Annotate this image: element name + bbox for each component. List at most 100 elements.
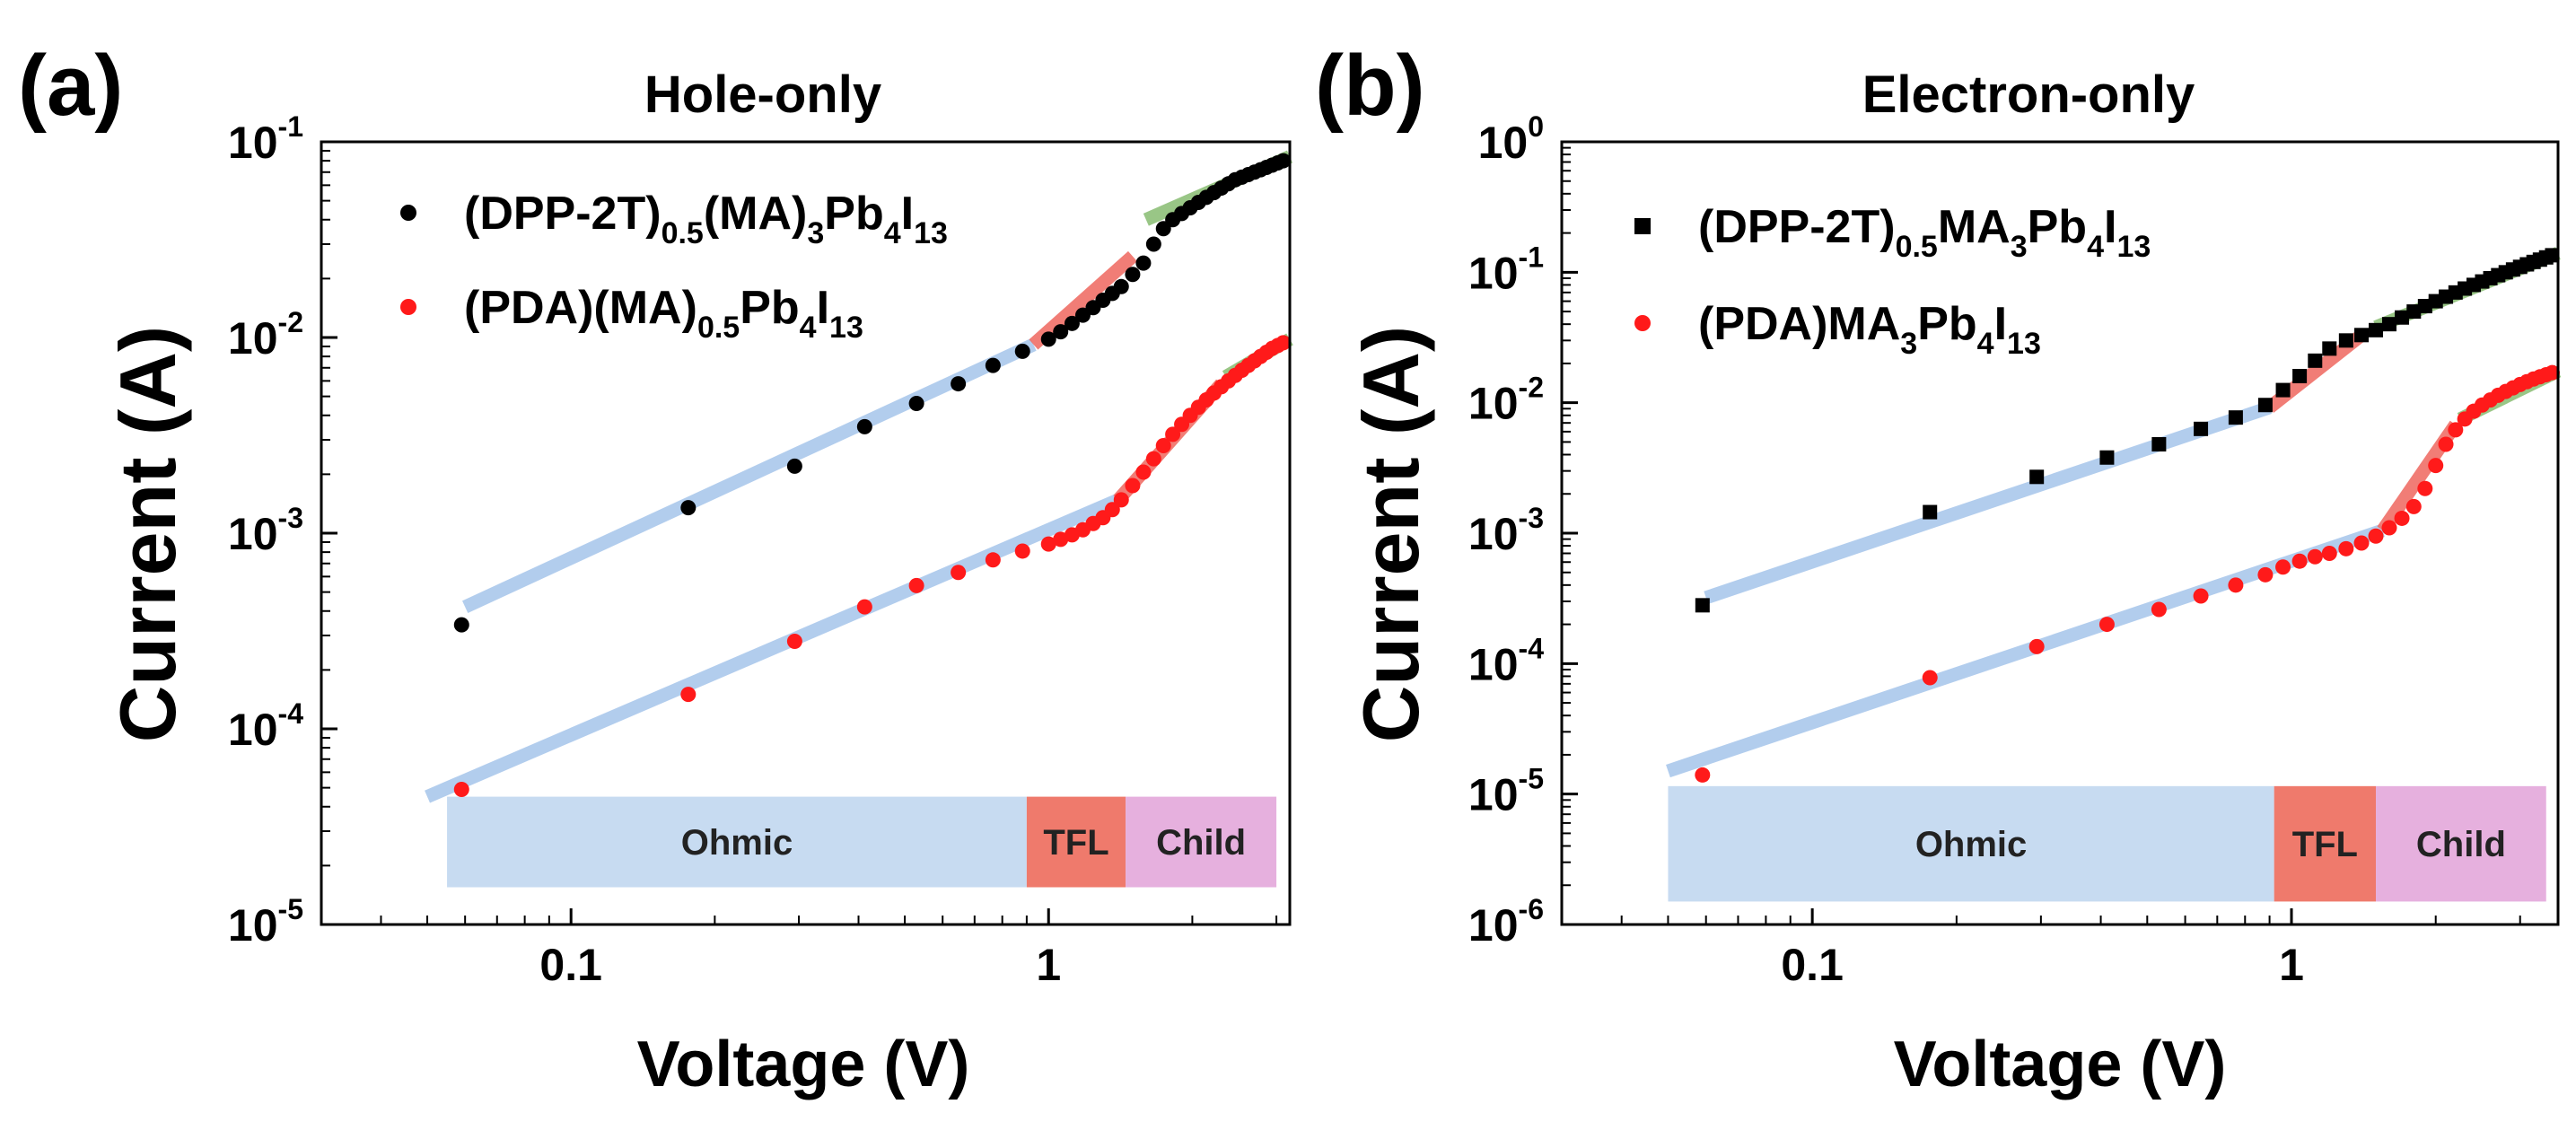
y-tick-label: 10-4 (228, 697, 303, 755)
chart-title: Electron-only (1862, 66, 2195, 124)
y-tick-label: 10-6 (1468, 893, 1544, 951)
x-tick-label: 1 (1036, 940, 1061, 990)
data-point (2257, 566, 2274, 583)
y-tick-label: 10-2 (1468, 372, 1544, 429)
legend-entry: (PDA)MA3Pb4I13 (1634, 298, 2041, 361)
data-point (680, 687, 697, 703)
data-point (1053, 324, 1069, 340)
data-point (2151, 601, 2167, 618)
data-point (1275, 153, 1292, 169)
data-point (1125, 478, 1141, 494)
data-point (453, 617, 469, 633)
data-point (2228, 410, 2243, 425)
data-point (1165, 426, 1181, 443)
fit-line-ohmic (462, 338, 1037, 613)
data-point (1040, 331, 1056, 347)
data-point (2308, 353, 2323, 368)
data-point (1923, 504, 1938, 520)
data-point (2307, 548, 2323, 565)
data-point (856, 418, 872, 434)
data-point (2405, 498, 2422, 514)
x-tick-label: 1 (2279, 940, 2304, 990)
panel-label: (a) (18, 38, 123, 134)
data-point (2354, 328, 2370, 343)
data-point (786, 634, 802, 650)
data-point (1145, 236, 1161, 252)
y-tick-label: 10-1 (228, 110, 303, 168)
legend-label: (DPP-2T)0.5MA3Pb4I13 (1698, 201, 2151, 264)
data-point (951, 376, 967, 392)
data-point (1125, 267, 1141, 283)
data-point (1014, 543, 1030, 559)
legend-entry: (PDA)(MA)0.5Pb4I13 (400, 282, 863, 345)
y-tick-label: 100 (1478, 110, 1544, 168)
data-point (2428, 458, 2444, 474)
chart-title: Hole-only (644, 66, 881, 124)
panel-a-hole-only: (a) Hole-only Ohmic TFL Child 10-5 10-4 10-3 10-… (18, 38, 1293, 1100)
data-point (2029, 469, 2045, 485)
data-point (2099, 450, 2115, 465)
data-point (1155, 438, 1171, 454)
data-point (1104, 502, 1120, 518)
data-point (2275, 559, 2291, 575)
data-point (1113, 492, 1129, 508)
data-point (951, 565, 967, 581)
data-point (2275, 382, 2291, 398)
data-point (2369, 322, 2384, 337)
region-band-tfl (2274, 785, 2377, 902)
data-point (2381, 520, 2397, 536)
data-point (1064, 315, 1080, 331)
data-point (2353, 535, 2370, 551)
data-point (2322, 341, 2337, 356)
data-point (2395, 310, 2410, 325)
region-label-tfl: TFL (2292, 825, 2358, 864)
data-point (2228, 577, 2244, 593)
data-point (985, 357, 1001, 373)
region-label-child: Child (1156, 823, 1246, 863)
data-point (1145, 451, 1161, 467)
data-point (1053, 531, 1069, 548)
data-point (2544, 364, 2560, 381)
data-point (2394, 510, 2410, 526)
fit-line-ohmic (425, 493, 1121, 803)
region-label-tfl: TFL (1043, 823, 1108, 863)
data-point (2194, 421, 2209, 436)
data-point (1275, 335, 1292, 351)
data-point (2406, 304, 2422, 320)
y-tick-label: 10-3 (1468, 502, 1544, 559)
legend-label: (DPP-2T)0.5(MA)3Pb4I13 (464, 188, 948, 250)
x-tick-label: 0.1 (1781, 940, 1844, 990)
data-point (2151, 436, 2167, 451)
y-tick-label: 10-4 (1468, 632, 1544, 689)
legend-marker (400, 299, 416, 315)
data-point (2257, 398, 2273, 413)
data-point (856, 599, 872, 615)
legend-marker (400, 205, 416, 221)
data-point (786, 458, 802, 474)
region-band-child (1126, 796, 1277, 888)
x-axis-label: Voltage (V) (1894, 1029, 2227, 1100)
region-label-ohmic: Ohmic (681, 823, 793, 863)
data-point (1014, 343, 1030, 359)
y-tick-label: 10-3 (228, 502, 303, 559)
data-point (1135, 255, 1152, 271)
data-point (2292, 369, 2308, 384)
region-label-child: Child (2416, 825, 2506, 864)
panel-label: (b) (1315, 38, 1425, 134)
x-axis-label: Voltage (V) (637, 1029, 970, 1100)
data-point (1695, 767, 1711, 783)
data-point (2368, 528, 2384, 544)
legend-marker (1634, 315, 1651, 331)
y-axis-label: Current (A) (103, 326, 192, 742)
x-tick-label: 0.1 (539, 940, 602, 990)
data-point (2098, 617, 2115, 633)
data-point (2291, 553, 2308, 569)
legend-label: (PDA)(MA)0.5Pb4I13 (464, 282, 863, 345)
data-point (2545, 248, 2560, 263)
data-point (908, 577, 924, 593)
region-band-ohmic (447, 796, 1027, 888)
data-point (1922, 670, 1938, 686)
data-point (1113, 278, 1129, 294)
legend-marker (1634, 218, 1651, 234)
